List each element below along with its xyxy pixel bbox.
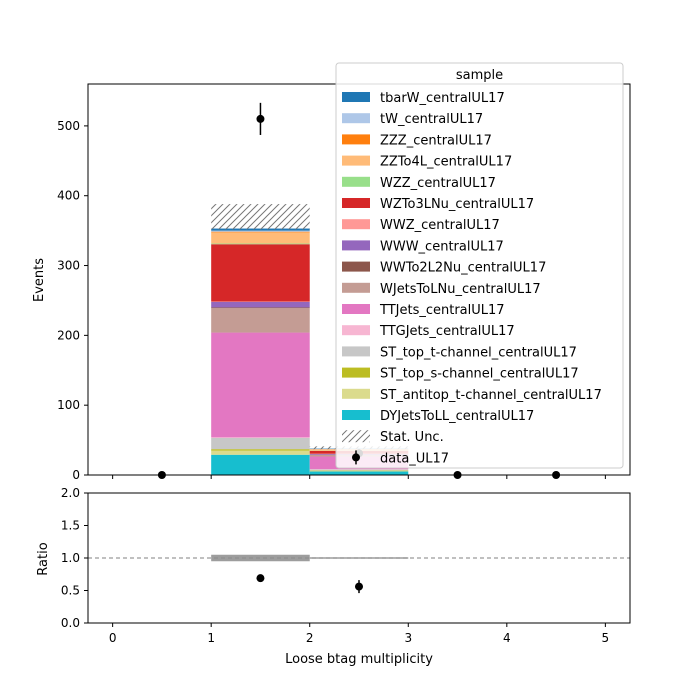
legend-swatch	[342, 261, 370, 272]
ratio-unc-band	[309, 557, 409, 559]
legend-swatch	[342, 410, 370, 420]
bar-segment	[309, 469, 409, 471]
ratio-point	[256, 574, 265, 583]
legend-entry-data: data_UL17	[380, 451, 449, 466]
y-tick-label: 0	[72, 468, 80, 482]
legend-hatch-swatch	[342, 430, 370, 443]
ratio-y-tick-label: 2.0	[61, 486, 80, 500]
legend-data-marker	[352, 453, 360, 462]
bar-segment	[309, 470, 409, 472]
legend-entry: TTJets_centralUL17	[379, 303, 505, 318]
bar-segment	[211, 449, 310, 451]
legend-entry: DYJetsToLL_centralUL17	[380, 409, 534, 424]
legend-entry: tW_centralUL17	[380, 112, 483, 127]
legend-entry: WZZ_centralUL17	[380, 176, 496, 191]
bar-segment	[211, 228, 310, 231]
legend-swatch	[342, 367, 370, 378]
legend-swatch	[342, 134, 370, 145]
y-tick-label: 100	[57, 398, 80, 412]
ratio-panel: 0.0 0.5 1.0 1.5 2.0 0 1 2 3 4 5	[61, 486, 631, 645]
ratio-unc-bands	[211, 554, 409, 562]
legend-entry: WWTo2L2Nu_centralUL17	[380, 261, 546, 276]
ratio-point	[355, 582, 363, 591]
x-tick-label: 1	[207, 631, 215, 645]
ratio-y-tick-label: 1.5	[61, 519, 80, 533]
legend-entry: ZZTo4L_centralUL17	[380, 155, 512, 170]
x-axis-label: Loose btag multiplicity	[285, 652, 433, 667]
legend-entry-stat-unc: Stat. Unc.	[380, 430, 444, 445]
legend-swatch	[342, 113, 370, 124]
y-axis-label: Events	[32, 258, 47, 302]
legend-swatch	[342, 219, 370, 230]
legend-entry: ST_top_s-channel_centralUL17	[380, 367, 579, 382]
legend-swatch	[342, 240, 370, 251]
bar-segment	[211, 231, 310, 233]
legend-swatch	[342, 346, 370, 357]
y-tick-label: 500	[57, 119, 80, 133]
legend: sample tbarW_centralUL17 tW_centralUL17 ZZZ…	[335, 62, 624, 469]
bar-segment	[309, 471, 409, 475]
x-tick-label: 0	[109, 631, 117, 645]
legend-entry: tbarW_centralUL17	[380, 91, 505, 106]
legend-entry: ST_antitop_t-channel_centralUL17	[380, 388, 602, 403]
legend-swatch	[342, 388, 370, 399]
legend-box	[335, 62, 624, 469]
x-tick-label: 3	[404, 631, 412, 645]
ratio-y-axis-label: Ratio	[36, 542, 51, 575]
legend-entry: WWW_centralUL17	[380, 239, 504, 254]
y-tick-label: 200	[57, 328, 80, 342]
bar-segment	[211, 232, 310, 244]
y-tick-label: 400	[57, 189, 80, 203]
bar-segment	[211, 454, 310, 475]
ratio-y-tick-label: 0.0	[61, 616, 80, 630]
legend-swatch	[342, 176, 370, 187]
stat-unc-band	[211, 204, 310, 230]
legend-swatch	[342, 304, 370, 314]
legend-entry: ST_top_t-channel_centralUL17	[380, 345, 577, 360]
legend-swatch	[342, 282, 370, 293]
legend-entry: WJetsToLNu_centralUL17	[380, 282, 541, 297]
legend-title: sample	[456, 68, 503, 83]
legend-entry: TTGJets_centralUL17	[379, 324, 515, 339]
x-tick-label: 5	[602, 631, 610, 645]
bar-segment	[211, 450, 310, 455]
ratio-unc-band	[211, 554, 310, 562]
x-tick-label: 2	[306, 631, 314, 645]
bar-segment	[211, 437, 310, 450]
bar-segment	[211, 243, 310, 245]
ratio-y-tick-label: 0.5	[61, 584, 80, 598]
bar-segment	[211, 308, 310, 333]
bar-segment	[211, 437, 310, 438]
ratio-y-tick-label: 1.0	[61, 551, 80, 565]
legend-entry: ZZZ_centralUL17	[380, 133, 492, 148]
legend-entry: WWZ_centralUL17	[380, 218, 500, 233]
bar-segment	[211, 244, 310, 302]
y-tick-label: 300	[57, 259, 80, 273]
x-tick-label: 4	[503, 631, 511, 645]
legend-swatch	[342, 92, 370, 102]
bar-segment	[211, 301, 310, 308]
legend-swatch	[342, 325, 370, 336]
legend-entry: WZTo3LNu_centralUL17	[380, 197, 534, 212]
legend-swatch	[342, 155, 370, 166]
legend-swatch	[342, 198, 370, 208]
bar-segment	[211, 307, 310, 309]
bar-segment	[211, 230, 310, 232]
data-point	[256, 114, 265, 123]
bar-segment	[211, 332, 310, 438]
